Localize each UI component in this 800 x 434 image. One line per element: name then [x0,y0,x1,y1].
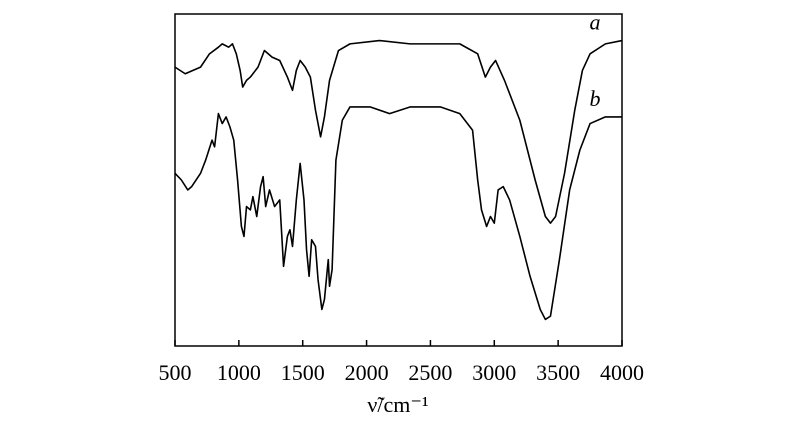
x-axis-label: ν̃/cm⁻¹ [367,392,428,417]
x-tick-label: 500 [159,360,192,385]
x-tick-label: 3500 [536,360,580,385]
series-label: a [590,10,601,35]
x-tick-label: 2500 [408,360,452,385]
x-tick-label: 4000 [600,360,644,385]
x-tick-label: 1500 [281,360,325,385]
series-label: b [590,86,601,111]
x-tick-label: 1000 [217,360,261,385]
spectrum-line [174,39,623,224]
x-tick-label: 3000 [472,360,516,385]
plot-frame [174,13,623,347]
spectrum-line [174,106,622,321]
x-tick-label: 2000 [345,360,389,385]
